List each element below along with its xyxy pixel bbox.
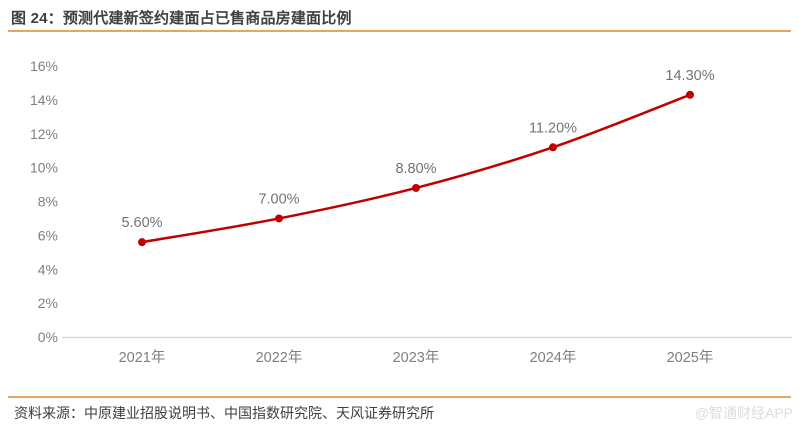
data-label: 5.60% <box>121 215 162 231</box>
y-axis-tick-label: 10% <box>30 160 58 176</box>
top-divider <box>8 30 791 32</box>
watermark: @智通财经APP <box>694 405 793 421</box>
source-note: 资料来源：中原建业招股说明书、中国指数研究院、天风证券研究所 <box>14 405 434 421</box>
data-point <box>412 183 420 192</box>
figure-title: 图 24：预测代建新签约建面占已售商品房建面比例 <box>11 10 352 27</box>
bottom-divider <box>8 396 791 398</box>
x-axis-tick-label: 2022年 <box>256 349 303 366</box>
data-point <box>686 90 694 99</box>
data-label: 11.20% <box>529 120 577 136</box>
y-axis-tick-label: 2% <box>38 295 58 311</box>
y-axis-tick-label: 0% <box>38 329 58 345</box>
data-label: 14.30% <box>665 68 714 84</box>
data-label: 7.00% <box>258 191 299 207</box>
y-axis-tick-label: 6% <box>38 227 58 243</box>
y-axis-tick-label: 12% <box>30 126 58 142</box>
x-axis-tick-label: 2023年 <box>393 349 440 366</box>
x-axis-tick-label: 2025年 <box>667 349 714 366</box>
x-axis-tick-label: 2021年 <box>119 349 166 366</box>
y-axis-tick-label: 16% <box>30 58 58 74</box>
y-axis-tick-label: 8% <box>38 194 58 210</box>
y-axis-tick-label: 14% <box>30 92 58 108</box>
data-point <box>549 143 557 152</box>
x-axis-tick-label: 2024年 <box>530 349 577 366</box>
data-point <box>275 214 283 223</box>
data-label: 8.80% <box>395 161 436 177</box>
y-axis-tick-label: 4% <box>38 261 58 277</box>
data-point <box>138 238 146 247</box>
